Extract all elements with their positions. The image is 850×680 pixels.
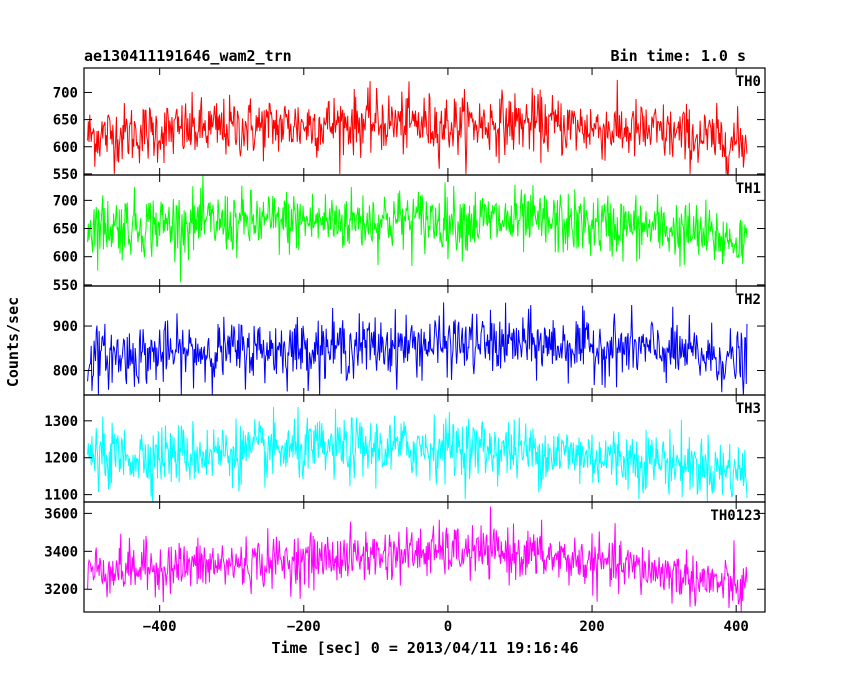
- y-tick-label: 550: [53, 278, 78, 294]
- x-axis-label: Time [sec] 0 = 2013/04/11 19:16:46: [271, 639, 578, 657]
- panel-label: TH3: [736, 401, 761, 417]
- x-tick-label: 400: [724, 619, 749, 635]
- x-tick-label: −200: [287, 619, 321, 635]
- y-tick-label: 3400: [44, 544, 78, 560]
- y-tick-label: 700: [53, 85, 78, 101]
- panel-label: TH0: [736, 74, 761, 90]
- y-tick-label: 600: [53, 140, 78, 156]
- panel-frame: [83, 501, 766, 613]
- x-tick-label: −400: [143, 619, 177, 635]
- chart-title: ae130411191646_wam2_trn: [84, 47, 292, 65]
- y-tick-label: 1200: [44, 451, 78, 467]
- series-line-th0123: [87, 506, 748, 612]
- panel-th3: 1100 1200 1300 TH3: [44, 394, 766, 504]
- panel-th0123: 3200 3400 3600 TH0123 −400 −200 0 200 400: [44, 501, 766, 635]
- panel-th1: 550 600 650 700 TH1: [53, 174, 766, 294]
- y-tick-label: 1100: [44, 488, 78, 504]
- y-tick-label: 800: [53, 364, 78, 380]
- y-tick-label: 1300: [44, 414, 78, 430]
- panels-group: 550 600 650 700 TH0 550 600 650 700 TH1 800 900 TH2 1…: [44, 67, 766, 635]
- series-line-th1: [87, 175, 748, 283]
- y-tick-label: 650: [53, 222, 78, 238]
- bin-time-label: Bin time: 1.0 s: [611, 47, 746, 65]
- panel-label: TH2: [736, 292, 761, 308]
- y-tick-label: 3200: [44, 582, 78, 598]
- panel-th2: 800 900 TH2: [53, 285, 766, 396]
- y-tick-label: 650: [53, 113, 78, 129]
- panel-label: TH0123: [710, 508, 761, 524]
- y-tick-label: 3600: [44, 506, 78, 522]
- series-line-th3: [87, 406, 748, 502]
- panel-th0: 550 600 650 700 TH0: [53, 67, 766, 183]
- x-tick-label: 200: [579, 619, 604, 635]
- y-tick-label: 900: [53, 319, 78, 335]
- y-tick-label: 600: [53, 250, 78, 266]
- panel-label: TH1: [736, 181, 761, 197]
- y-axis-label: Counts/sec: [4, 297, 22, 387]
- y-tick-label: 550: [53, 167, 78, 183]
- x-tick-label: 0: [444, 619, 452, 635]
- series-line-th2: [87, 302, 748, 395]
- y-tick-label: 700: [53, 193, 78, 209]
- series-line-th0: [87, 79, 748, 175]
